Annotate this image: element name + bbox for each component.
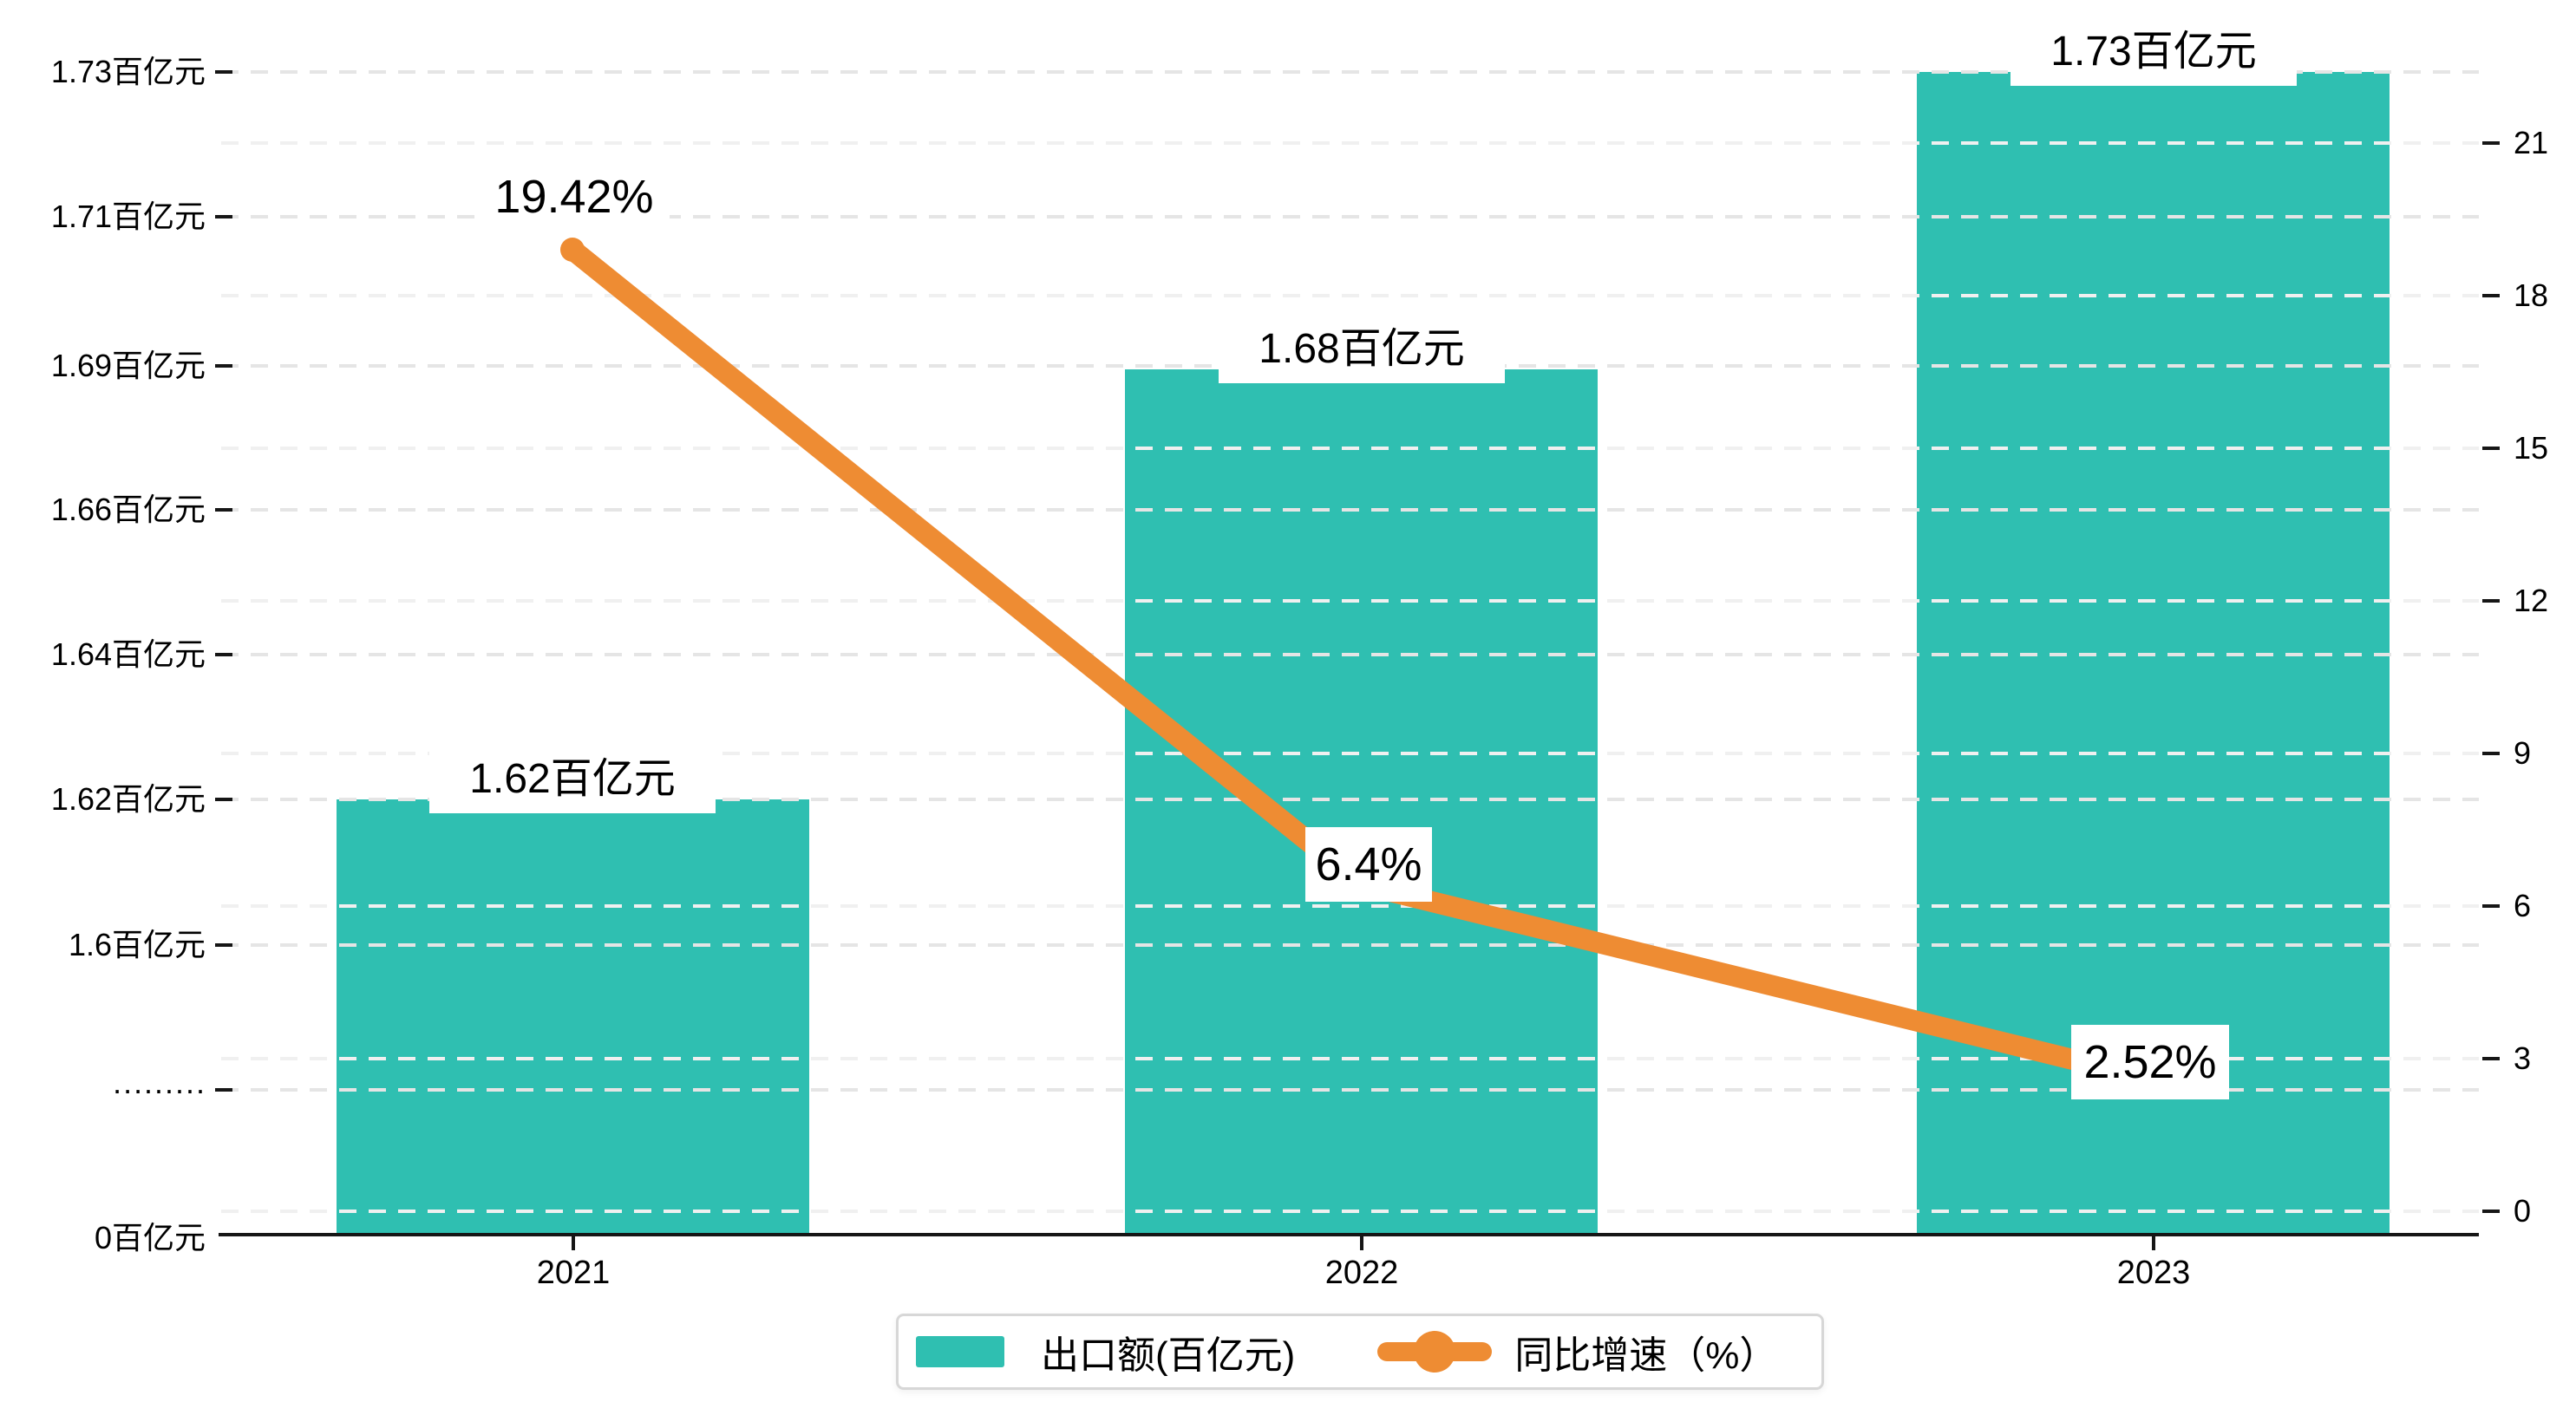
y-axis-left-label: 1.66百亿元	[50, 492, 206, 527]
x-axis-label-2021: 2021	[536, 1255, 611, 1291]
y-axis-right-tick	[2482, 599, 2500, 603]
x-axis-tick	[1360, 1236, 1363, 1250]
legend-bar-swatch-icon	[916, 1336, 1004, 1367]
y-axis-right-tick	[2482, 1210, 2500, 1213]
y-axis-right-tick	[2482, 141, 2500, 145]
gridline-left	[221, 70, 2479, 74]
bar-2021[interactable]	[337, 799, 809, 1233]
y-axis-left-tick	[215, 653, 232, 656]
gridline-right	[221, 1057, 2479, 1060]
legend-label-export: 出口额(百亿元)	[1041, 1334, 1296, 1377]
y-axis-left-label: 1.69百亿元	[50, 348, 206, 383]
y-axis-left-tick	[215, 215, 232, 218]
line-value-label-2021: 19.42%	[479, 164, 670, 230]
x-axis-label-2023: 2023	[2116, 1255, 2191, 1291]
legend-label-growth: 同比增速（%）	[1514, 1334, 1778, 1377]
y-axis-right-tick	[2482, 752, 2500, 755]
gridline-left	[221, 798, 2479, 801]
legend: 出口额(百亿元) 同比增速（%）	[896, 1314, 1824, 1390]
y-axis-right-tick	[2482, 294, 2500, 297]
x-axis-line	[219, 1233, 2479, 1236]
legend-item-export[interactable]: 出口额(百亿元)	[916, 1324, 1295, 1379]
gridline-left	[221, 215, 2479, 218]
y-axis-right-label: 18	[2514, 277, 2549, 313]
y-axis-left-label: 1.64百亿元	[50, 636, 206, 672]
y-axis-right-label: 0	[2514, 1193, 2532, 1229]
y-axis-right-label: 12	[2514, 583, 2549, 618]
y-axis-left-label: 1.62百亿元	[50, 781, 206, 817]
y-axis-left-tick	[215, 508, 232, 512]
gridline-right	[221, 904, 2479, 908]
growth-point-2021[interactable]	[560, 238, 585, 262]
gridline-right	[221, 141, 2479, 145]
axis-break-label: ·········	[112, 1072, 206, 1107]
gridline-right	[221, 599, 2479, 603]
legend-line-marker-icon	[1377, 1331, 1493, 1373]
y-axis-left-tick	[215, 943, 232, 947]
x-axis-label-2022: 2022	[1324, 1255, 1399, 1291]
x-axis-tick	[572, 1236, 575, 1250]
y-axis-left-tick	[215, 364, 232, 368]
y-axis-left-label: 0百亿元	[94, 1220, 206, 1255]
bar-value-label-2023: 1.73百亿元	[2010, 8, 2297, 86]
y-axis-right-label: 9	[2514, 735, 2532, 771]
gridline-left	[221, 943, 2479, 947]
y-axis-left-tick	[215, 798, 232, 801]
line-value-label-2022: 6.4%	[1305, 827, 1432, 902]
gridline-left	[221, 653, 2479, 656]
y-axis-right-label: 6	[2514, 888, 2532, 923]
legend-item-growth[interactable]: 同比增速（%）	[1295, 1324, 1777, 1379]
gridline-right	[221, 447, 2479, 450]
gridline-right	[221, 752, 2479, 755]
x-axis-tick	[2152, 1236, 2155, 1250]
bar-value-label-2022: 1.68百亿元	[1219, 305, 1505, 383]
y-axis-right-label: 15	[2514, 430, 2549, 466]
y-axis-left-label: 1.6百亿元	[68, 927, 206, 962]
y-axis-right-tick	[2482, 447, 2500, 450]
gridline-right	[221, 1210, 2479, 1213]
y-axis-right-tick	[2482, 1057, 2500, 1060]
y-axis-right-label: 3	[2514, 1040, 2532, 1076]
y-axis-right-label: 21	[2514, 125, 2549, 160]
y-axis-left-tick	[215, 1088, 232, 1092]
y-axis-left-tick	[215, 70, 232, 74]
bar-value-label-2021: 1.62百亿元	[429, 735, 716, 813]
y-axis-right-tick	[2482, 904, 2500, 908]
y-axis-left-label: 1.73百亿元	[50, 54, 206, 89]
line-value-label-2023: 2.52%	[2071, 1025, 2229, 1099]
gridline-left	[221, 1088, 2479, 1092]
y-axis-left-label: 1.71百亿元	[50, 199, 206, 234]
gridline-right	[221, 294, 2479, 297]
gridline-left	[221, 508, 2479, 512]
